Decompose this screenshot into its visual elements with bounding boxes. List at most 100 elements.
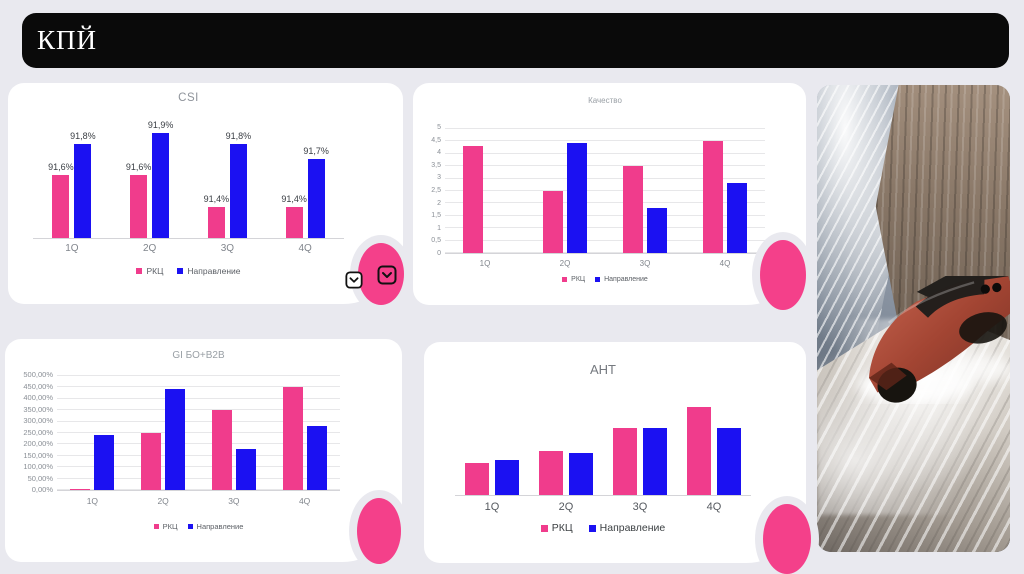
legend-swatch bbox=[153, 524, 159, 529]
chevron-down-icon[interactable] bbox=[377, 265, 397, 285]
rkc-bar bbox=[130, 175, 148, 238]
legend-swatch bbox=[595, 277, 601, 282]
legend-label: РКЦ bbox=[162, 522, 178, 531]
bar-wrap bbox=[487, 128, 507, 253]
x-category-label: 4Q bbox=[719, 259, 731, 268]
ant-chart-title: АНТ bbox=[590, 362, 616, 377]
bar-wrap bbox=[569, 394, 593, 495]
legend-swatch bbox=[562, 277, 568, 282]
y-tick-label: 200,00% bbox=[23, 439, 53, 449]
y-tick-label: 500,00% bbox=[23, 370, 53, 379]
gridlines bbox=[445, 128, 765, 253]
chevron-down-icon[interactable] bbox=[345, 271, 363, 289]
gi-plot-area bbox=[57, 375, 340, 491]
legend-item: РКЦ bbox=[136, 266, 163, 276]
rkc-bar bbox=[687, 407, 711, 495]
gridline bbox=[445, 214, 765, 216]
x-axis-labels: 1Q 2Q 3Q 4Q bbox=[445, 259, 765, 268]
bar-wrap: 91,8% bbox=[70, 120, 96, 238]
gridline bbox=[57, 454, 340, 456]
gridline bbox=[57, 409, 340, 411]
legend-swatch bbox=[177, 268, 184, 274]
direction-bar bbox=[165, 388, 186, 490]
direction-bar bbox=[94, 434, 115, 490]
y-tick-label: 400,00% bbox=[23, 393, 53, 403]
bar-group bbox=[199, 375, 270, 490]
decorative-ellipse bbox=[357, 498, 401, 564]
rkc-bar bbox=[465, 463, 489, 495]
quality-chart-card: Качество 5 4,5 4 3,5 3 2,5 2 1,5 1 0,5 0 1Q 2Q 3Q 4Q … bbox=[413, 83, 806, 305]
gridline bbox=[445, 152, 765, 154]
quality-plot-area bbox=[445, 128, 765, 254]
y-tick-label: 0 bbox=[437, 249, 441, 257]
bar-wrap bbox=[613, 394, 637, 495]
bar-wrap: 91,4% bbox=[204, 120, 229, 238]
legend-swatch bbox=[187, 524, 193, 529]
y-axis-labels: 500,00% 450,00% 400,00% 350,00% 300,00% 250,0… bbox=[7, 371, 53, 494]
direction-bar bbox=[727, 183, 747, 253]
bar-wrap: 91,9% bbox=[148, 120, 173, 238]
csi-legend: РКЦ Направление bbox=[33, 266, 344, 276]
bar-wrap bbox=[539, 394, 563, 495]
y-tick-label: 250,00% bbox=[23, 427, 53, 437]
rkc-bar bbox=[613, 427, 637, 495]
legend-swatch bbox=[588, 524, 596, 532]
bar-value-label: 91,8% bbox=[70, 130, 96, 141]
x-category-label: 2Q bbox=[157, 496, 169, 506]
y-tick-label: 2 bbox=[437, 199, 441, 207]
y-tick-label: 3,5 bbox=[431, 161, 441, 169]
rkc-bar bbox=[463, 145, 483, 253]
slide-header: КПЙ bbox=[22, 13, 1009, 68]
bar-wrap bbox=[463, 128, 483, 253]
rkc-bar bbox=[211, 409, 232, 490]
decorative-ellipse bbox=[760, 240, 806, 310]
bar-group bbox=[57, 375, 128, 490]
legend-item: РКЦ bbox=[540, 522, 573, 534]
bar-wrap: 91,6% bbox=[48, 120, 74, 238]
bar-group bbox=[685, 128, 765, 253]
csi-plot-area: 91,6% 91,8% 91,6% 91,9% 91,4% 91,8% 91,4% 91,7% bbox=[33, 120, 344, 239]
legend-item: Направление bbox=[187, 522, 244, 531]
gi-chart-title: GI БО+В2В bbox=[172, 350, 225, 361]
y-tick-label: 300,00% bbox=[23, 416, 53, 426]
y-tick-label: 150,00% bbox=[23, 450, 53, 460]
gridline bbox=[57, 420, 340, 422]
direction-bar bbox=[229, 143, 247, 238]
legend-item: РКЦ bbox=[153, 522, 178, 531]
direction-bar bbox=[235, 448, 256, 490]
bar-wrap bbox=[141, 375, 162, 490]
bar-group bbox=[128, 375, 199, 490]
bar-wrap bbox=[165, 375, 186, 490]
bar-wrap bbox=[235, 375, 256, 490]
bar-group bbox=[603, 394, 677, 495]
y-axis-labels: 5 4,5 4 3,5 3 2,5 2 1,5 1 0,5 0 bbox=[417, 124, 441, 257]
bar-value-label: 91,7% bbox=[303, 146, 329, 157]
y-tick-label: 4,5 bbox=[431, 136, 441, 144]
bar-group: 91,6% 91,9% bbox=[111, 120, 189, 238]
gridline bbox=[445, 140, 765, 142]
rkc-bar bbox=[207, 206, 225, 238]
y-tick-label: 3 bbox=[437, 174, 441, 182]
bar-wrap: 91,8% bbox=[226, 120, 251, 238]
gi-bars bbox=[57, 375, 340, 490]
direction-bar bbox=[569, 452, 593, 495]
legend-item: Направление bbox=[177, 266, 241, 276]
decorative-ellipse bbox=[763, 504, 811, 574]
bar-wrap: 91,7% bbox=[303, 120, 329, 238]
direction-bar bbox=[643, 427, 667, 495]
legend-label: Направление bbox=[196, 522, 244, 531]
x-category-label: 4Q bbox=[298, 243, 312, 254]
y-tick-label: 0,5 bbox=[431, 237, 441, 245]
ant-chart-card: АНТ 1Q 2Q 3Q 4Q РКЦ Направление bbox=[424, 342, 806, 563]
x-category-label: 2Q bbox=[558, 501, 574, 513]
x-category-label: 3Q bbox=[220, 243, 235, 254]
y-tick-label: 5 bbox=[437, 124, 441, 131]
gridline bbox=[57, 466, 340, 468]
legend-label: Направление bbox=[187, 266, 241, 276]
quality-chart-title: Качество bbox=[588, 96, 622, 105]
bar-group bbox=[455, 394, 529, 495]
rkc-bar bbox=[539, 450, 563, 495]
gridline bbox=[445, 227, 765, 229]
bar-wrap bbox=[717, 394, 741, 495]
